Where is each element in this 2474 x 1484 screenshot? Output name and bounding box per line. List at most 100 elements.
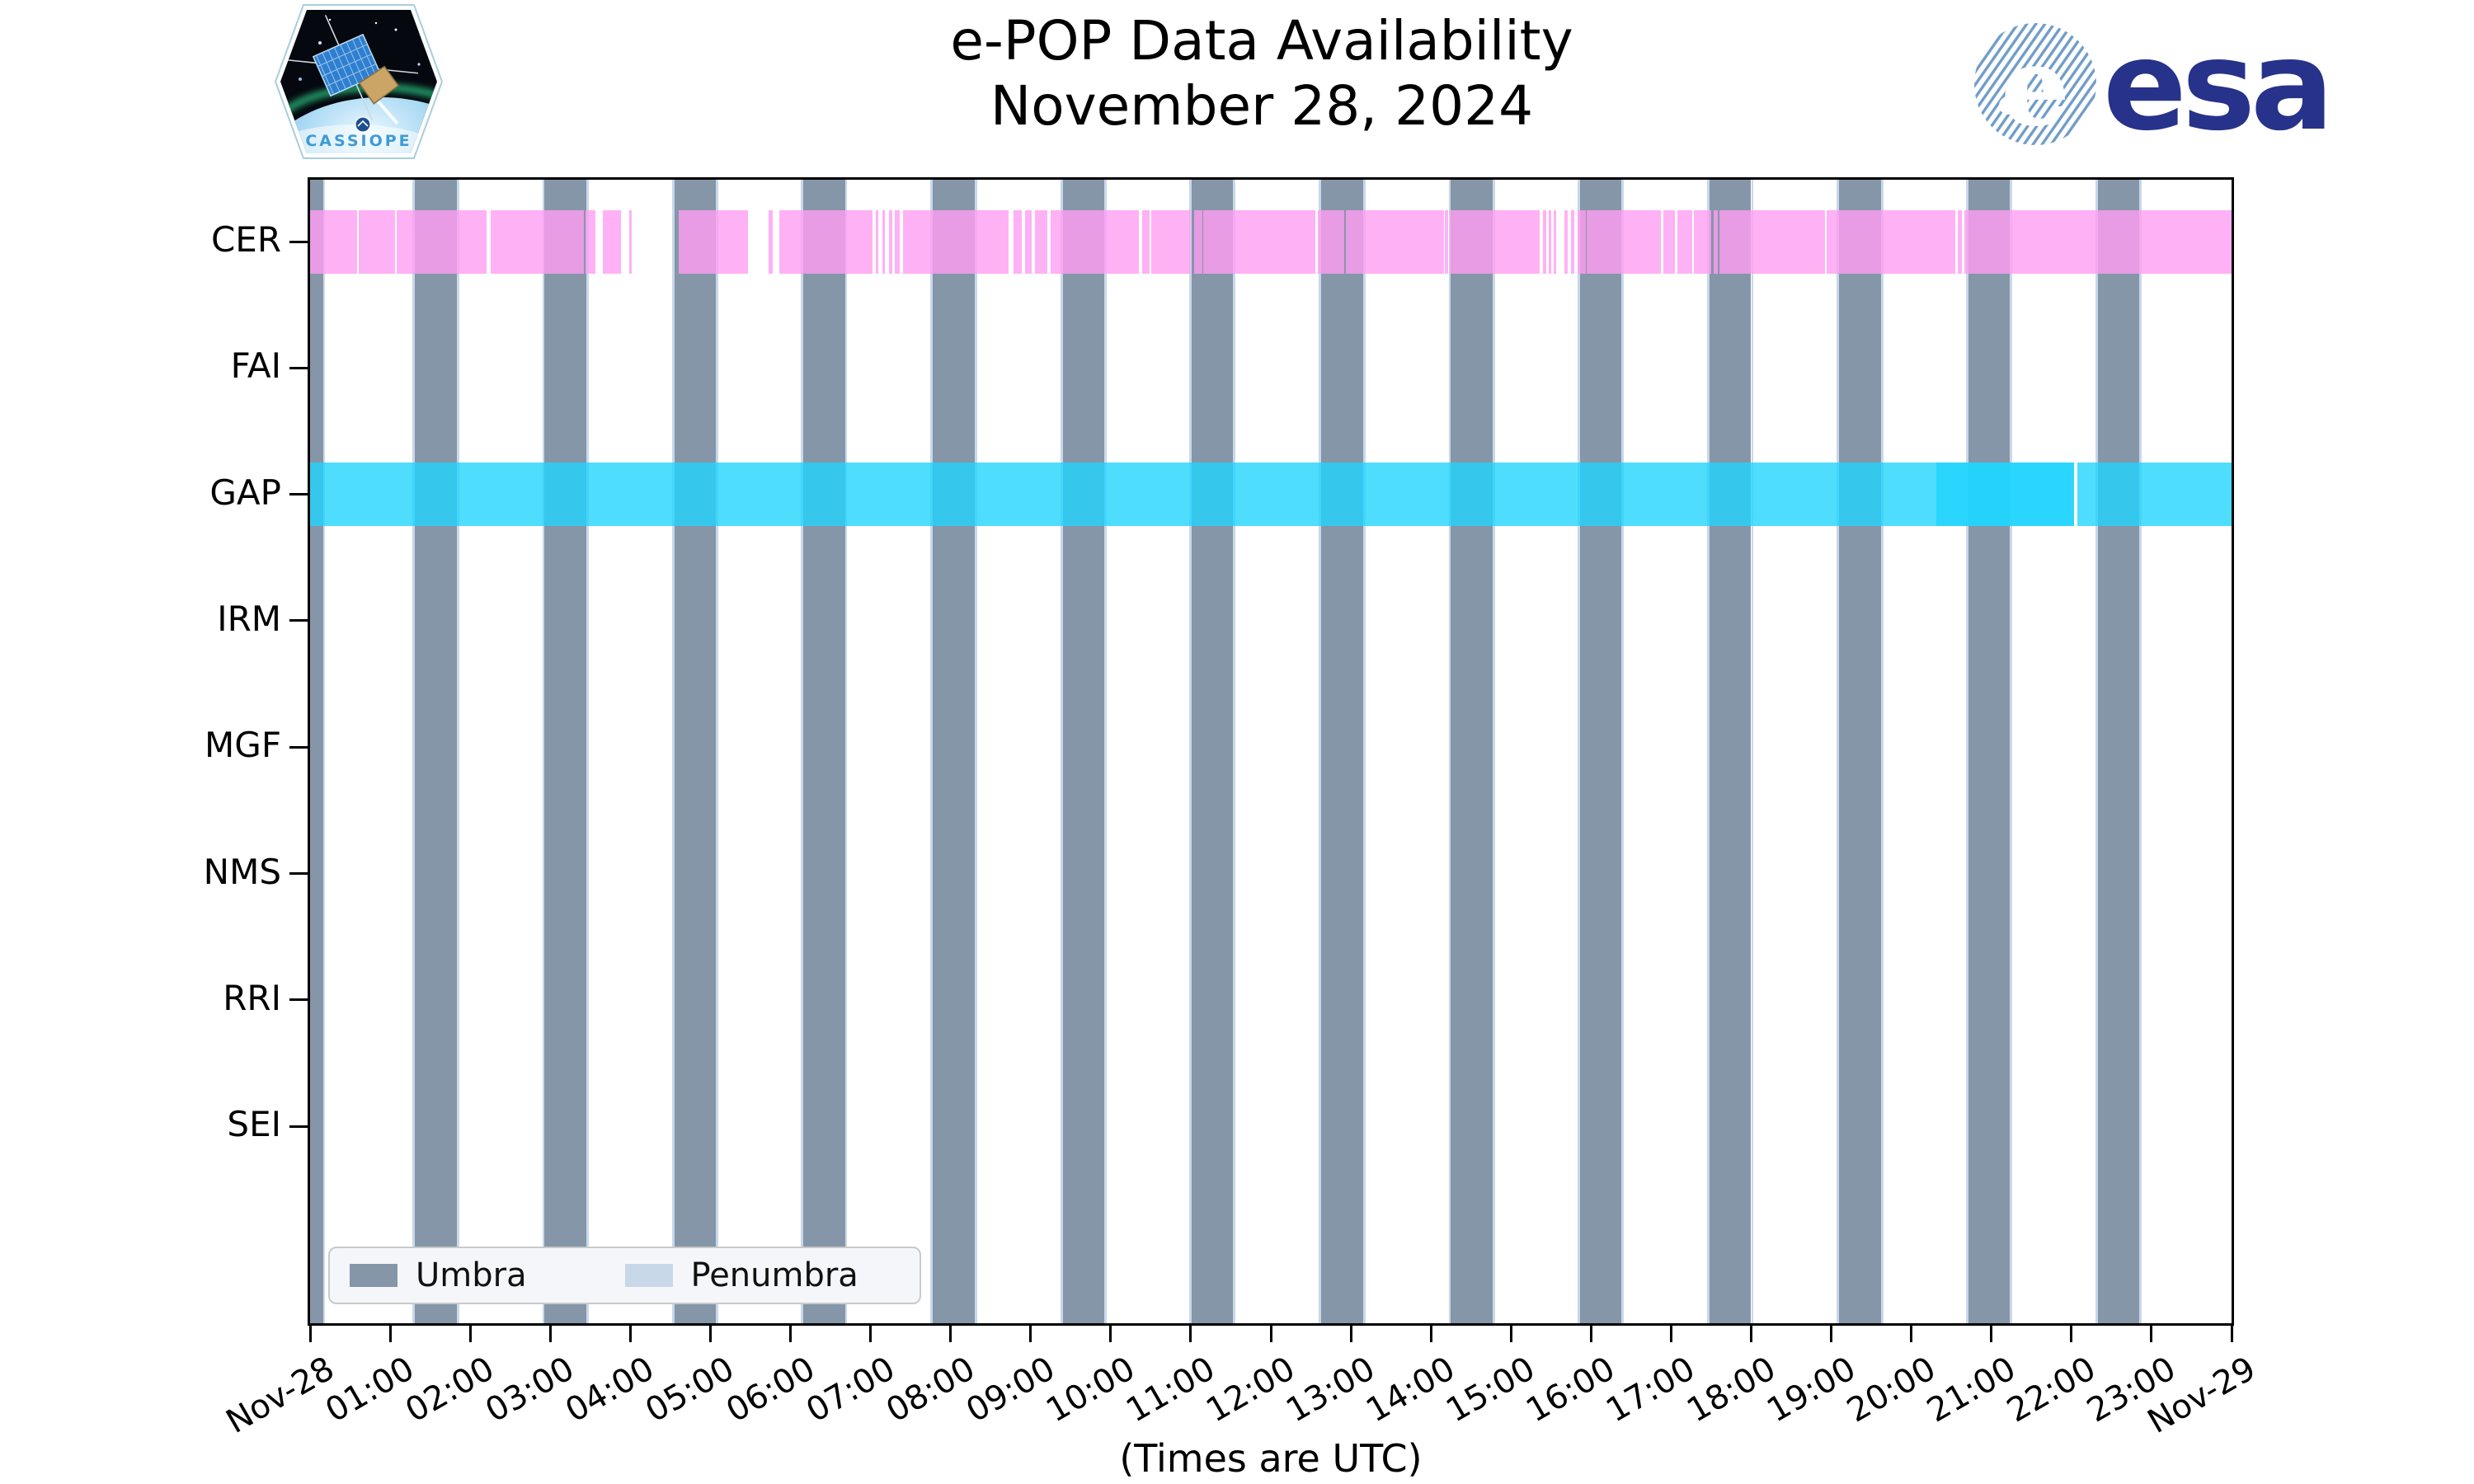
y-tick (289, 493, 308, 496)
y-tick-label-fai: FAI (230, 345, 281, 387)
legend-label-penumbra: Penumbra (690, 1256, 858, 1294)
penumbra-strip (1233, 180, 1236, 1323)
cer-availability-segment (1051, 209, 1139, 274)
x-tick (1750, 1326, 1752, 1342)
penumbra-strip (412, 180, 416, 1323)
y-tick (289, 1125, 308, 1128)
penumbra-strip (1577, 180, 1580, 1323)
cer-availability-segment (1151, 209, 1191, 274)
penumbra-strip (671, 180, 675, 1323)
x-tick (1189, 1326, 1192, 1342)
x-tick-label: 06:00 (719, 1350, 821, 1430)
x-tick (1269, 1326, 1272, 1342)
cer-availability-segment (491, 209, 585, 274)
y-tick (289, 366, 308, 369)
cer-availability-segment (1141, 209, 1150, 274)
cer-availability-segment (876, 209, 879, 274)
penumbra-strip (974, 180, 977, 1323)
y-tick (289, 745, 308, 749)
x-tick-label: 17:00 (1600, 1350, 1702, 1430)
umbra-bar (1710, 180, 1752, 1323)
penumbra-strip (2010, 180, 2012, 1323)
cer-availability-segment (1450, 209, 1540, 274)
umbra-bar (1839, 180, 1881, 1323)
gap-availability-segment (310, 463, 2074, 527)
x-tick (388, 1326, 392, 1342)
x-tick-label: 22:00 (2000, 1350, 2102, 1430)
y-tick (289, 872, 308, 875)
penumbra-strip (2095, 180, 2098, 1323)
y-tick-label-nms: NMS (203, 851, 281, 892)
penumbra-swatch-icon (624, 1264, 673, 1287)
cassiope-mission-patch: CASSIOPE (274, 4, 444, 159)
patch-cassiope-label: CASSIOPE (305, 132, 412, 150)
chart-title-block: e-POP Data Availability November 28, 202… (82, 8, 2441, 139)
cer-availability-segment (396, 209, 487, 274)
penumbra-strip (2139, 180, 2142, 1323)
y-tick-label-cer: CER (210, 219, 281, 260)
x-tick-label: 01:00 (319, 1350, 421, 1430)
x-tick (628, 1326, 632, 1342)
esa-wordmark: esa (2103, 15, 2326, 155)
y-tick-label-irm: IRM (217, 598, 281, 639)
esa-globe: e (1974, 23, 2096, 145)
x-tick-label: 18:00 (1680, 1350, 1782, 1430)
cer-availability-segment (1318, 209, 1345, 274)
cer-availability-segment (894, 209, 900, 274)
x-tick (869, 1326, 872, 1342)
x-tick-label: 05:00 (639, 1350, 741, 1430)
x-tick-label: 16:00 (1520, 1350, 1622, 1430)
cer-availability-segment (1964, 209, 2232, 274)
umbra-bar (1968, 180, 2011, 1323)
x-tick (1109, 1326, 1112, 1342)
umbra-bar (1451, 180, 1493, 1323)
x-tick-label: 03:00 (479, 1350, 581, 1430)
x-tick-label: 20:00 (1840, 1350, 1942, 1430)
patch-satellite (285, 15, 419, 121)
x-tick (1990, 1326, 1993, 1342)
x-tick-label: 14:00 (1360, 1350, 1462, 1430)
umbra-bar (2097, 180, 2140, 1323)
umbra-bar (1321, 180, 1363, 1323)
legend-item-umbra: Umbra (350, 1256, 625, 1294)
x-axis-label: (Times are UTC) (1119, 1436, 1423, 1481)
x-tick-label: 07:00 (799, 1350, 901, 1430)
penumbra-strip (1621, 180, 1625, 1323)
penumbra-strip (1965, 180, 1968, 1323)
umbra-bar (1579, 180, 1622, 1323)
cer-availability-segment (1193, 209, 1202, 274)
x-tick (1589, 1326, 1592, 1342)
penumbra-strip (1880, 180, 1884, 1323)
x-tick (1910, 1326, 1913, 1342)
penumbra-strip (844, 180, 848, 1323)
plot-frame (308, 177, 2234, 1326)
x-tick-label: 19:00 (1760, 1350, 1862, 1430)
cer-availability-segment (1034, 209, 1048, 274)
penumbra-strip (1188, 180, 1192, 1323)
x-tick-label: 08:00 (879, 1350, 981, 1430)
cer-availability-segment (1553, 209, 1556, 274)
gap-availability-segment-overlap (1935, 463, 2074, 527)
x-tick-label: 02:00 (399, 1350, 501, 1430)
y-tick (289, 998, 308, 1002)
patch-csa-roundel (355, 116, 371, 133)
x-tick (2070, 1326, 2073, 1342)
x-tick-label: 21:00 (1920, 1350, 2022, 1430)
cer-availability-segment (1663, 209, 1676, 274)
legend-label-umbra: Umbra (416, 1256, 527, 1294)
y-tick-label-sei: SEI (227, 1104, 281, 1145)
chart-title: e-POP Data Availability (950, 9, 1573, 73)
x-tick (1669, 1326, 1672, 1342)
y-tick-label-gap: GAP (209, 472, 281, 513)
cer-availability-segment (882, 209, 886, 274)
x-tick (708, 1326, 712, 1342)
penumbra-strip (801, 180, 804, 1323)
x-tick-label: 13:00 (1280, 1350, 1382, 1430)
chart-subtitle-date: November 28, 2024 (990, 74, 1534, 139)
umbra-bar (1062, 180, 1105, 1323)
penumbra-strip (716, 180, 719, 1323)
cer-availability-segment (1677, 209, 1692, 274)
umbra-bar (415, 180, 457, 1323)
x-tick (548, 1326, 552, 1342)
